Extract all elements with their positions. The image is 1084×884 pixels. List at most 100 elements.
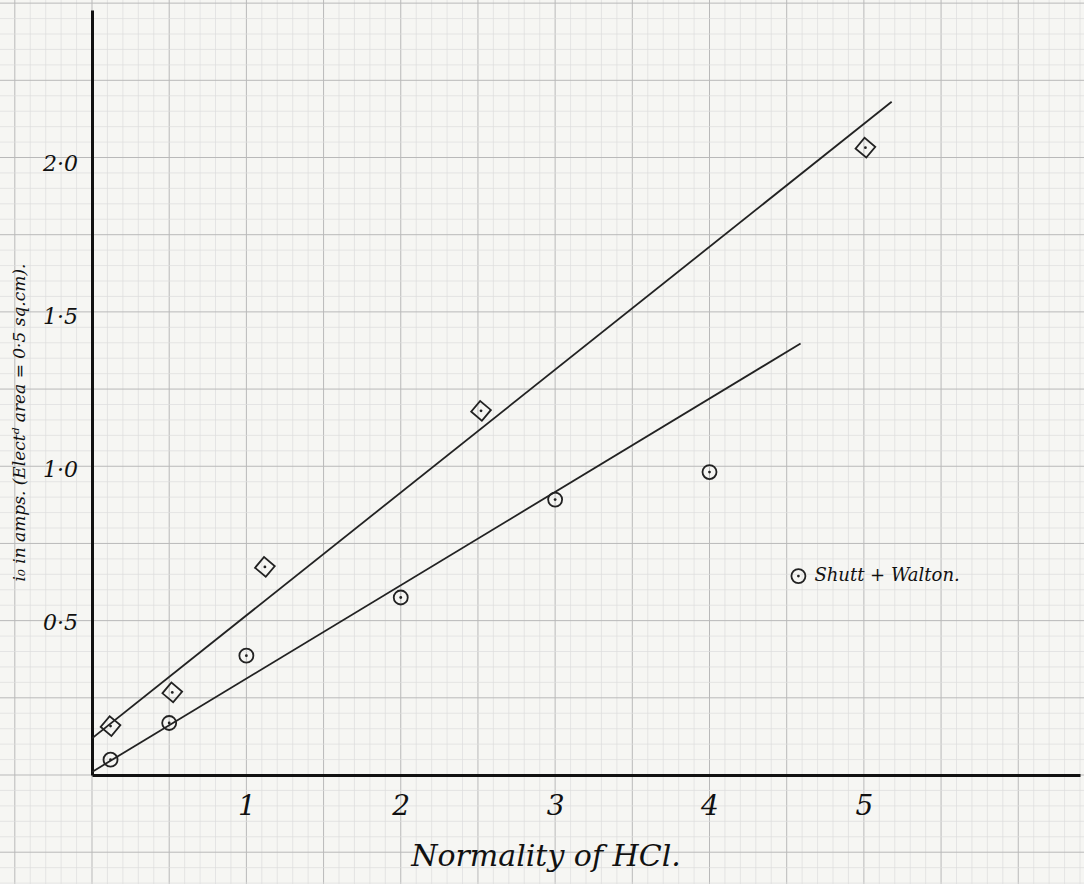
paper-line: [539, 0, 540, 884]
data-point: [471, 401, 491, 421]
paper-line: [0, 296, 1084, 297]
marker-dot: [480, 409, 483, 412]
paper-line: [138, 0, 139, 884]
data-point: [162, 683, 182, 703]
paper-line: [493, 0, 494, 884]
paper-line: [616, 0, 617, 884]
paper-line: [601, 0, 602, 884]
marker-outline: [239, 649, 253, 663]
paper-line: [678, 0, 679, 884]
paper-line: [0, 883, 1084, 884]
paper-line: [0, 651, 1084, 652]
paper-line: [246, 0, 247, 884]
paper-line: [0, 744, 1084, 745]
marker-dot: [264, 566, 267, 569]
marker-outline: [856, 138, 876, 158]
paper-line: [709, 0, 710, 884]
x-tick: 4: [700, 775, 719, 822]
paper-line: [0, 358, 1084, 359]
paper-line: [0, 419, 1084, 420]
paper-line: [45, 0, 46, 884]
legend: Shutt + Walton.: [791, 564, 959, 585]
paper-line: [200, 0, 201, 884]
paper-line: [76, 0, 77, 884]
paper-line: [230, 0, 231, 884]
paper-line: [169, 0, 170, 884]
paper-line: [0, 466, 1084, 467]
paper-line: [0, 543, 1084, 544]
paper-line: [0, 759, 1084, 760]
y-tick: 1·5: [43, 304, 92, 329]
paper-line: [0, 203, 1084, 204]
paper-line: [663, 0, 664, 884]
paper-line: [277, 0, 278, 884]
paper-line: [0, 172, 1084, 173]
paper-line: [694, 0, 695, 884]
paper-line: [447, 0, 448, 884]
y-tick-label: 1·5: [43, 304, 78, 329]
marker-outline: [394, 591, 408, 605]
paper-line: [431, 0, 432, 884]
paper-line: [0, 265, 1084, 266]
paper-line: [1064, 0, 1065, 884]
paper-line: [308, 0, 309, 884]
paper-line: [0, 188, 1084, 189]
paper-line: [786, 0, 787, 884]
paper-line: [863, 0, 864, 884]
paper-line: [0, 605, 1084, 606]
data-point: [703, 465, 717, 479]
paper-line: [0, 250, 1084, 251]
marker-dot: [245, 654, 248, 657]
paper-line: [261, 0, 262, 884]
x-tick: 3: [547, 775, 565, 822]
paper-line: [0, 49, 1084, 50]
marker-outline: [255, 557, 275, 577]
y-axis-line: [91, 11, 94, 776]
paper-line: [0, 450, 1084, 451]
data-point: [239, 649, 253, 663]
paper-line: [1018, 0, 1019, 884]
paper-line: [0, 512, 1084, 513]
paper-line: [647, 0, 648, 884]
marker-dot: [797, 575, 800, 578]
paper-line: [817, 0, 818, 884]
paper-line: [848, 0, 849, 884]
paper-line: [833, 0, 834, 884]
paper-line: [400, 0, 401, 884]
paper-line: [0, 821, 1084, 822]
paper-line: [323, 0, 324, 884]
paper-line: [555, 0, 556, 884]
paper-line: [956, 0, 957, 884]
paper-line: [184, 0, 185, 884]
marker-outline: [162, 683, 182, 703]
paper-line: [0, 404, 1084, 405]
paper-line: [1033, 0, 1034, 884]
paper-line: [107, 0, 108, 884]
y-tick-label: 2·0: [42, 151, 78, 176]
paper-line: [385, 0, 386, 884]
paper-line: [92, 0, 93, 884]
paper-line: [879, 0, 880, 884]
data-point: [255, 557, 275, 577]
y-tick: 0·5: [43, 610, 92, 635]
marker-dot: [554, 498, 557, 501]
chart: 123450·51·01·52·0Normality of HCl.i₀ in …: [0, 0, 1084, 884]
paper-line: [0, 80, 1084, 81]
plot-marks: [92, 102, 892, 772]
paper-line: [894, 0, 895, 884]
graph-paper: [0, 0, 1084, 884]
paper-line: [0, 342, 1084, 343]
x-tick: 1: [238, 775, 256, 822]
marker-dot: [708, 471, 711, 474]
paper-line: [61, 0, 62, 884]
paper-line: [0, 157, 1084, 158]
paper-line: [0, 481, 1084, 482]
legend-label: Shutt + Walton.: [814, 564, 959, 585]
paper-line: [0, 64, 1084, 65]
y-tick: 1·0: [43, 457, 92, 482]
paper-line: [0, 111, 1084, 112]
paper-line: [0, 620, 1084, 621]
paper-line: [1049, 0, 1050, 884]
paper-line: [524, 0, 525, 884]
paper-line: [0, 142, 1084, 143]
